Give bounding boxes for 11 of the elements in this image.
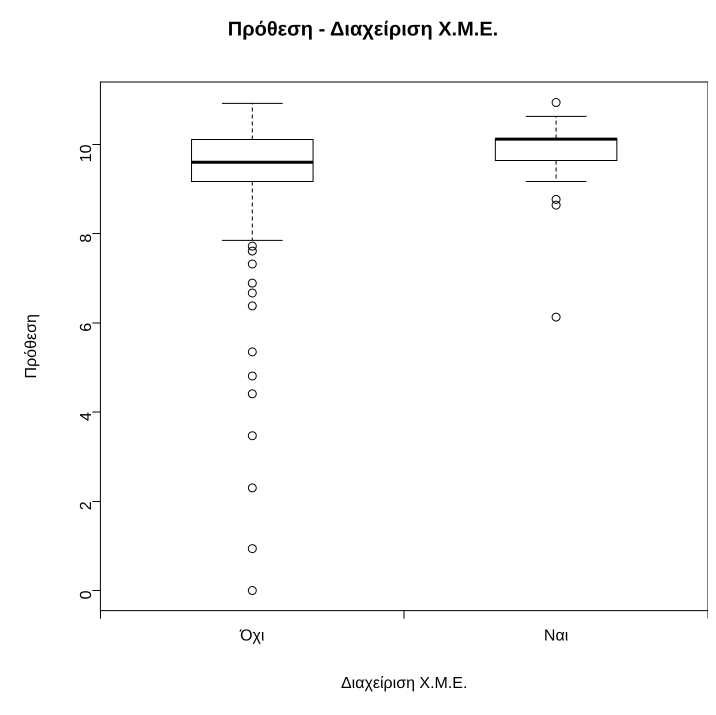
x-axis-title: Διαχείριση Χ.Μ.Ε. <box>340 674 468 692</box>
y-tick-label: 0 <box>78 590 95 600</box>
chart-title: Πρόθεση - Διαχείριση Χ.Μ.Ε. <box>228 18 498 41</box>
x-tick-label: Ναι <box>544 628 569 645</box>
y-axis-title: Πρόθεση <box>23 314 40 378</box>
x-tick-label: Όχι <box>239 628 265 645</box>
y-tick-label: 10 <box>78 144 95 162</box>
y-tick-label: 8 <box>78 234 95 243</box>
y-tick-label: 2 <box>78 501 95 510</box>
y-tick-label: 6 <box>78 322 95 332</box>
y-tick-label: 4 <box>78 412 95 421</box>
